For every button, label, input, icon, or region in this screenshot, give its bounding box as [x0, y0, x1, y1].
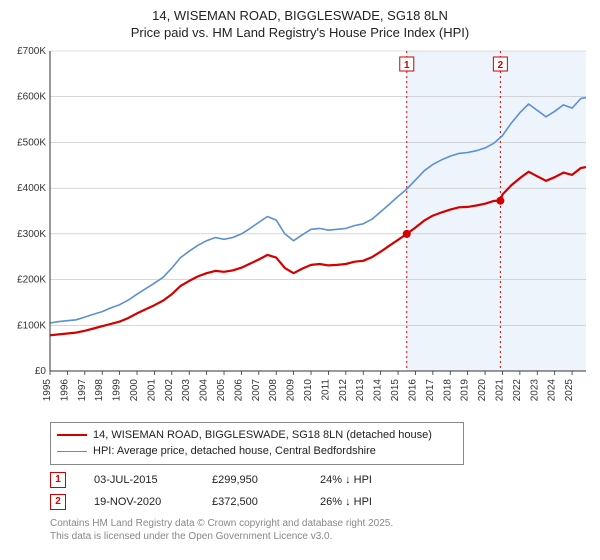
svg-text:1999: 1999: [112, 378, 123, 401]
svg-text:2011: 2011: [320, 378, 331, 400]
svg-text:£0: £0: [35, 366, 47, 377]
title-line1: 14, WISEMAN ROAD, BIGGLESWADE, SG18 8LN: [10, 8, 590, 25]
transaction-row: 1 03-JUL-2015 £299,950 24% ↓ HPI: [50, 469, 590, 491]
transactions-table: 1 03-JUL-2015 £299,950 24% ↓ HPI 2 19-NO…: [50, 469, 590, 513]
svg-text:1997: 1997: [77, 378, 88, 401]
transaction-marker-1: 1: [50, 472, 66, 488]
transaction-num-1: 1: [55, 474, 61, 485]
svg-text:2024: 2024: [547, 378, 558, 401]
svg-text:2013: 2013: [355, 378, 366, 401]
svg-text:2023: 2023: [529, 378, 540, 401]
svg-text:£200K: £200K: [17, 274, 46, 285]
transaction-delta-1: 24% ↓ HPI: [320, 474, 372, 486]
svg-text:2015: 2015: [390, 378, 401, 401]
legend-label-property: 14, WISEMAN ROAD, BIGGLESWADE, SG18 8LN …: [93, 427, 432, 444]
legend: 14, WISEMAN ROAD, BIGGLESWADE, SG18 8LN …: [50, 422, 464, 465]
transaction-delta-2: 26% ↓ HPI: [320, 496, 372, 508]
svg-text:2001: 2001: [146, 378, 157, 401]
title-line2: Price paid vs. HM Land Registry's House …: [10, 25, 590, 42]
svg-text:2021: 2021: [494, 378, 505, 401]
legend-swatch-property: [57, 434, 87, 436]
footer-attribution: Contains HM Land Registry data © Crown c…: [50, 517, 590, 543]
transaction-price-1: £299,950: [212, 474, 292, 486]
svg-text:2020: 2020: [477, 378, 488, 401]
transaction-num-2: 2: [55, 496, 61, 507]
chart-area: £0 £100K £200K £300K £400K £500K £600K £700K 199…: [10, 46, 590, 416]
svg-text:2003: 2003: [181, 378, 192, 401]
transaction-price-2: £372,500: [212, 496, 292, 508]
svg-text:2018: 2018: [442, 378, 453, 401]
svg-text:2005: 2005: [216, 378, 227, 401]
svg-text:2025: 2025: [564, 378, 575, 401]
transaction-date-2: 19-NOV-2020: [94, 496, 184, 508]
legend-item-hpi: HPI: Average price, detached house, Cent…: [57, 443, 457, 460]
line-chart-svg: £0 £100K £200K £300K £400K £500K £600K £700K 199…: [10, 46, 590, 416]
chart-title-block: 14, WISEMAN ROAD, BIGGLESWADE, SG18 8LN …: [10, 8, 590, 42]
svg-text:£400K: £400K: [17, 183, 46, 194]
legend-swatch-hpi: [57, 451, 87, 452]
svg-text:2012: 2012: [338, 378, 349, 401]
transaction-marker-2: 2: [50, 494, 66, 510]
svg-text:£700K: £700K: [17, 46, 46, 57]
footer-line1: Contains HM Land Registry data © Crown c…: [50, 517, 590, 530]
transaction-row: 2 19-NOV-2020 £372,500 26% ↓ HPI: [50, 491, 590, 513]
legend-label-hpi: HPI: Average price, detached house, Cent…: [93, 443, 376, 460]
svg-text:1996: 1996: [59, 378, 70, 401]
svg-text:2017: 2017: [425, 378, 436, 401]
svg-text:2022: 2022: [512, 378, 523, 401]
svg-text:2006: 2006: [233, 378, 244, 401]
svg-text:2008: 2008: [268, 378, 279, 401]
svg-text:2000: 2000: [129, 378, 140, 401]
svg-text:£500K: £500K: [17, 137, 46, 148]
svg-text:2004: 2004: [199, 378, 210, 401]
transaction-date-1: 03-JUL-2015: [94, 474, 184, 486]
svg-text:2019: 2019: [460, 378, 471, 401]
svg-text:£600K: £600K: [17, 91, 46, 102]
svg-text:1995: 1995: [42, 378, 53, 401]
legend-item-property: 14, WISEMAN ROAD, BIGGLESWADE, SG18 8LN …: [57, 427, 457, 444]
svg-text:2016: 2016: [407, 378, 418, 401]
svg-text:2002: 2002: [164, 378, 175, 401]
svg-text:2: 2: [498, 60, 504, 71]
svg-text:2007: 2007: [251, 378, 262, 401]
svg-text:2014: 2014: [373, 378, 384, 401]
svg-text:1998: 1998: [94, 378, 105, 401]
svg-text:£300K: £300K: [17, 229, 46, 240]
svg-text:1: 1: [404, 60, 410, 71]
svg-text:2009: 2009: [286, 378, 297, 401]
footer-line2: This data is licensed under the Open Gov…: [50, 530, 590, 543]
svg-text:£100K: £100K: [17, 320, 46, 331]
svg-text:2010: 2010: [303, 378, 314, 401]
